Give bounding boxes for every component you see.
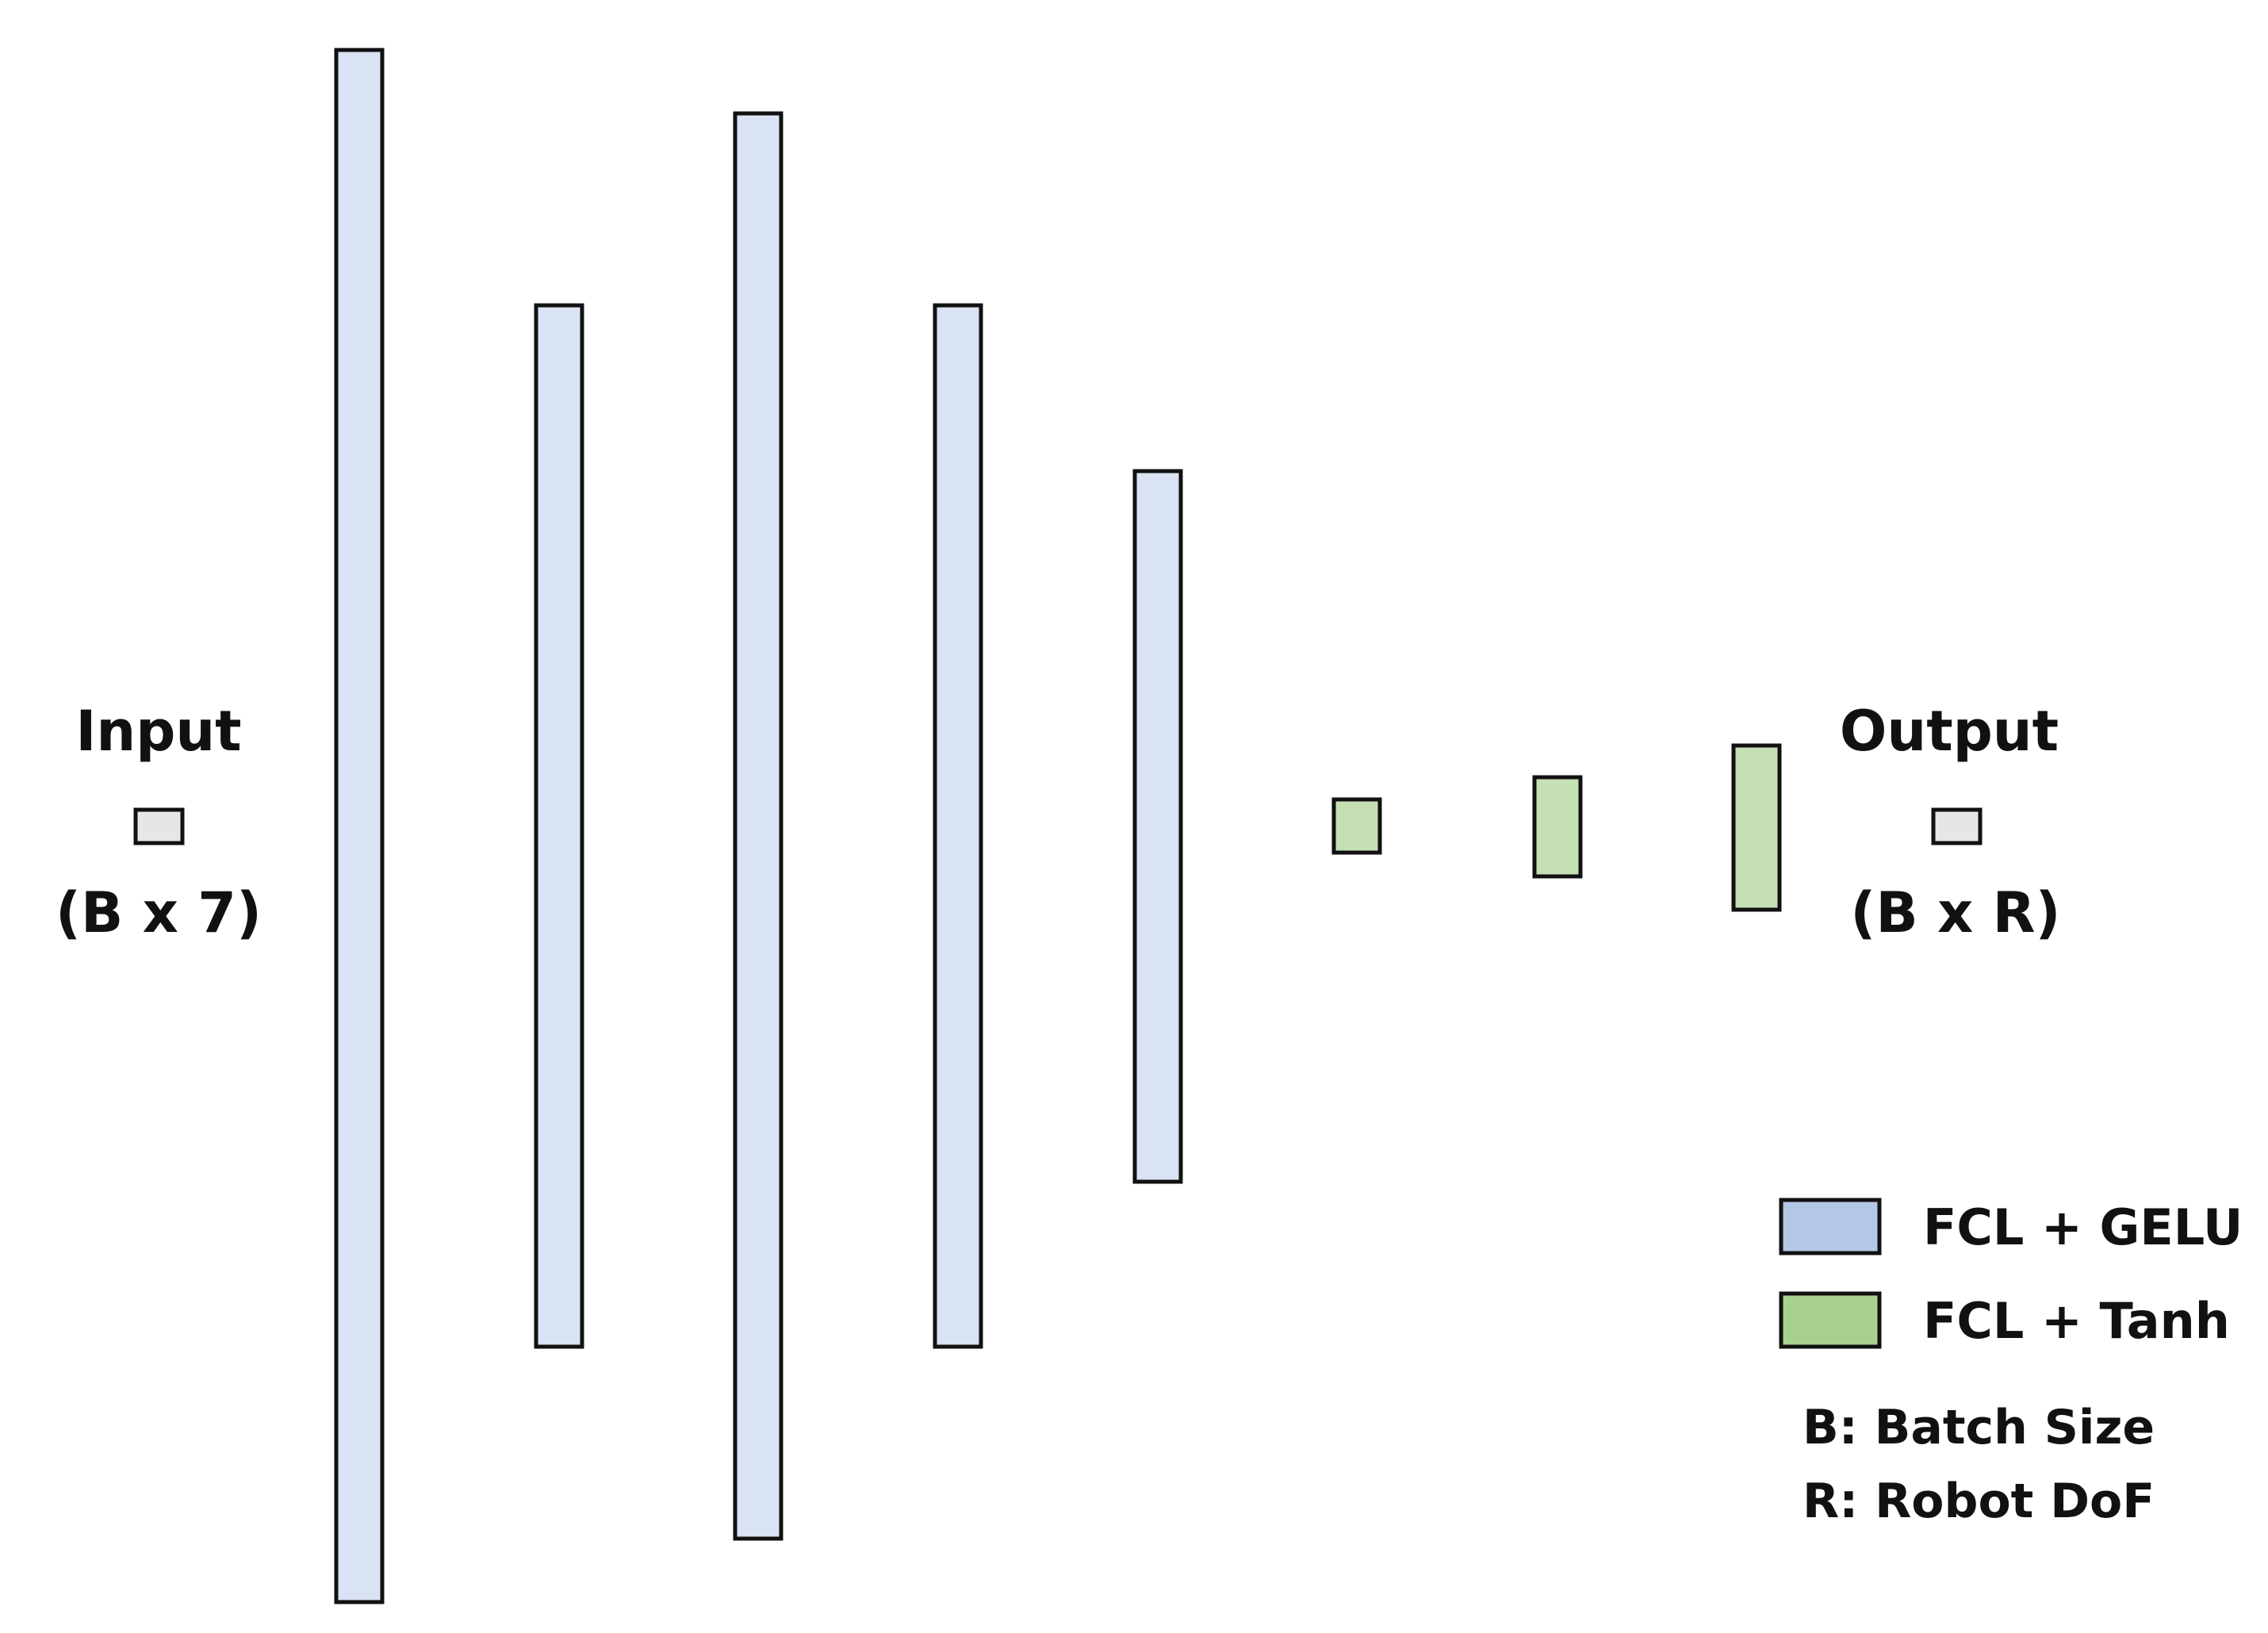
legend-tanh-swatch [1779, 1291, 1882, 1349]
layer-4-gelu [933, 303, 983, 1349]
input-title: Input [75, 699, 241, 764]
legend-gelu-label: FCL + GELU [1923, 1198, 2243, 1256]
layer-5-gelu [1132, 469, 1183, 1184]
layer-3-gelu [733, 111, 783, 1541]
layer-7-tanh [1532, 775, 1583, 879]
note-robot-dof: R: Robot DoF [1803, 1474, 2155, 1529]
output-title: Output [1840, 699, 2059, 764]
output-shape-label: (B x R) [1850, 880, 2060, 945]
layer-8-tanh [1731, 743, 1782, 912]
layer-1-gelu [334, 48, 385, 1604]
legend-tanh-label: FCL + Tanh [1923, 1292, 2230, 1350]
note-batch-size: B: Batch Size [1803, 1400, 2155, 1455]
layer-2-gelu [534, 303, 584, 1349]
output-node [1931, 807, 1983, 845]
input-shape-label: (B x 7) [56, 880, 262, 945]
legend-gelu-swatch [1779, 1198, 1882, 1255]
input-node [133, 807, 185, 845]
layer-6-tanh [1331, 797, 1382, 855]
